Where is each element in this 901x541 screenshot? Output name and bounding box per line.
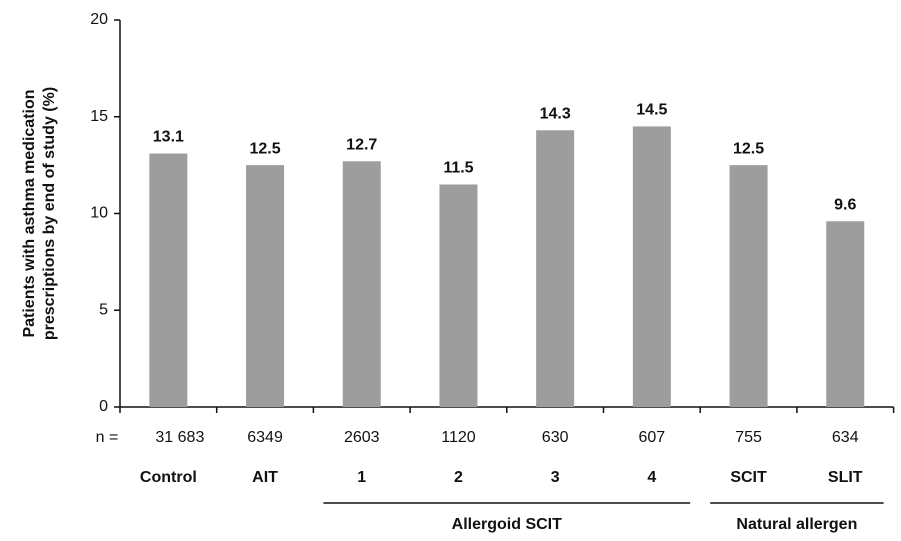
x-tick-label: 4 [647,469,656,486]
group-label: Allergoid SCIT [452,516,562,533]
value-label: 12.5 [733,140,764,157]
bar [826,221,865,407]
x-tick-label: 1 [357,469,366,486]
x-tick-label: SLIT [828,469,863,486]
y-axis-title-line: prescriptions by end of study (%) [41,87,58,340]
bar [246,165,285,407]
y-tick-label: 10 [90,205,108,222]
bar [342,161,381,407]
y-tick-label: 15 [90,108,108,125]
bar [439,184,478,407]
bar [729,165,768,407]
y-tick-label: 5 [99,301,108,318]
value-label: 14.5 [636,102,667,119]
value-label: 14.3 [540,106,571,123]
sample-size: 31 683 [155,429,204,446]
x-tick-label: 2 [454,469,463,486]
sample-size-prefix: n = [96,429,119,446]
sample-size: 607 [638,429,665,446]
value-label: 12.7 [346,136,377,153]
x-tick-label: AIT [252,469,278,486]
value-label: 13.1 [153,129,184,146]
value-label: 11.5 [443,160,473,177]
y-tick-label: 20 [90,11,108,28]
sample-size: 755 [735,429,762,446]
x-tick-label: 3 [551,469,560,486]
y-tick-label: 0 [99,398,108,415]
sample-size: 6349 [247,429,283,446]
sample-size: 1120 [441,429,476,446]
x-tick-label: Control [140,469,197,486]
y-axis-title: Patients with asthma medication prescript… [21,87,58,340]
sample-size: 630 [542,429,569,446]
bar [632,126,671,408]
value-label: 9.6 [834,196,856,213]
group-label: Natural allergen [736,516,857,533]
bar [536,130,575,408]
sample-size: 2603 [344,429,380,446]
x-tick-label: SCIT [730,469,767,486]
bar [149,153,188,407]
value-label: 12.5 [249,140,280,157]
sample-size: 634 [832,429,859,446]
y-axis-title-line: Patients with asthma medication [21,89,38,337]
